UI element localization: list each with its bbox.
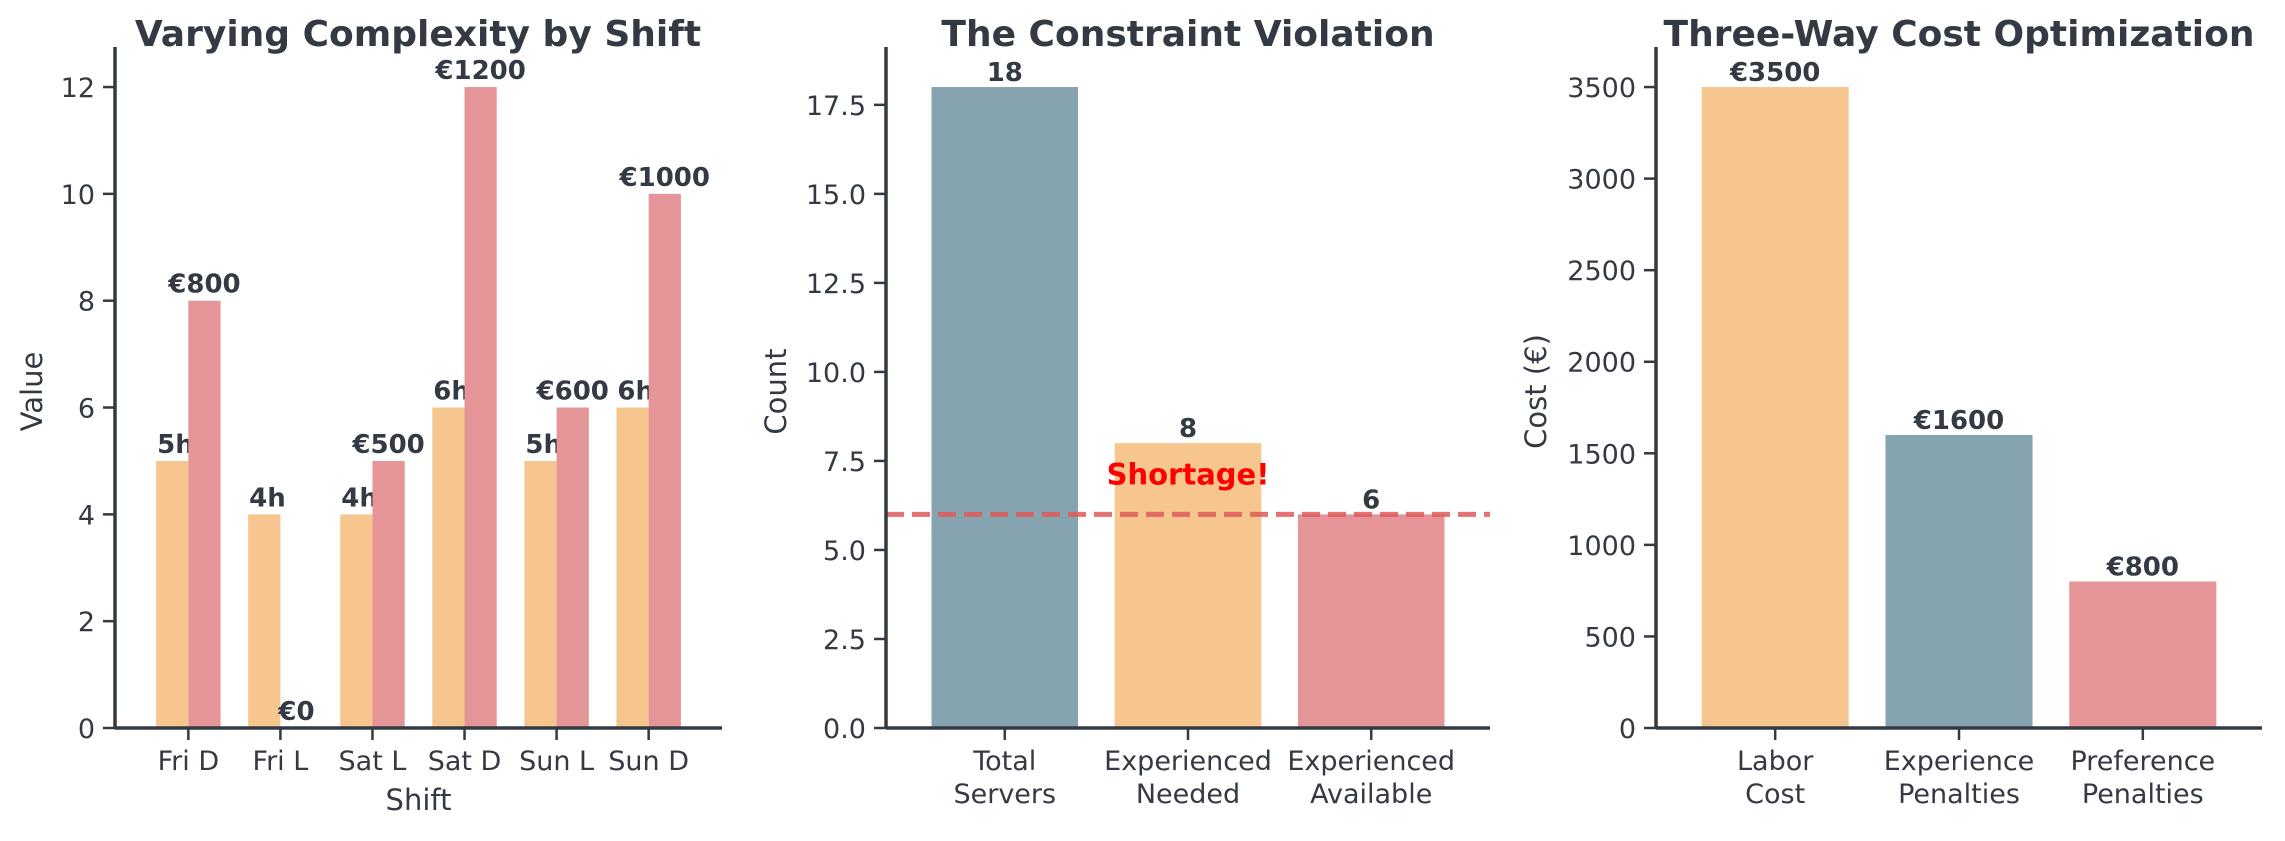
y-tick-label: 6 — [78, 394, 95, 425]
y-tick-label: 10 — [61, 180, 95, 211]
y-tick-label: 2500 — [1567, 256, 1636, 287]
y-tick-label: 12 — [61, 73, 95, 104]
bar-3 — [2069, 581, 2217, 728]
data-label: €800 — [2106, 552, 2179, 582]
data-label: 5h — [525, 430, 562, 460]
x-tick-label: Labor — [1737, 746, 1814, 777]
data-label: 8 — [1179, 414, 1197, 444]
y-tick-label: 17.5 — [806, 91, 866, 122]
y-tick-label: 5.0 — [823, 536, 866, 567]
y-tick-label: 1000 — [1567, 531, 1636, 562]
data-label: €0 — [277, 697, 314, 727]
x-tick-label: Total — [972, 746, 1036, 777]
y-axis-label: Cost (€) — [1519, 334, 1553, 449]
y-tick-label: 1500 — [1567, 439, 1636, 470]
y-tick-label: 3000 — [1567, 165, 1636, 196]
x-tick-label: Experienced — [1104, 746, 1272, 777]
bar-sun-d-series-1 — [616, 407, 649, 728]
data-label: €3500 — [1729, 58, 1820, 88]
data-label: 4h — [341, 483, 378, 513]
data-label: 5h — [157, 430, 194, 460]
bar-3 — [1297, 514, 1445, 728]
x-tick-label: Sun D — [608, 746, 689, 777]
chart-panel-2: The Constraint Violation Count 0.0 2.5 5.0 7.… — [759, 14, 1490, 810]
chart-title: Three-Way Cost Optimization — [1664, 14, 2255, 55]
y-axis-label: Count — [759, 348, 793, 434]
bar-1 — [1701, 87, 1849, 729]
y-tick-label: 2000 — [1567, 348, 1636, 379]
data-label: 6h — [433, 377, 470, 407]
bar-fri-l-series-1 — [248, 514, 281, 728]
y-tick-label: 12.5 — [806, 269, 866, 300]
annotation-shortage: Shortage! — [1107, 458, 1270, 492]
bar-sun-l-series-1 — [524, 460, 557, 728]
data-label: €1200 — [434, 56, 525, 86]
x-tick-label: Fri L — [253, 746, 309, 777]
bar-sat-d-series-2 — [464, 87, 497, 729]
x-tick-label: Available — [1310, 779, 1432, 810]
x-tick-label: Sun L — [519, 746, 594, 777]
bar-2 — [1885, 434, 2033, 728]
y-tick-label: 10.0 — [806, 358, 866, 389]
chart-panel-3: Three-Way Cost Optimization Cost (€) 0 500 1… — [1519, 14, 2262, 810]
data-label: 18 — [987, 58, 1023, 88]
x-tick-label: Sat L — [339, 746, 407, 777]
bar-1 — [931, 87, 1079, 729]
x-tick-label: Needed — [1136, 779, 1240, 810]
y-tick-label: 15.0 — [806, 180, 866, 211]
y-axis-label: Value — [15, 352, 49, 432]
chart-title: Varying Complexity by Shift — [135, 14, 701, 55]
data-label: €1000 — [619, 163, 710, 193]
x-tick-label: Penalties — [1898, 779, 2020, 810]
x-tick-label: Experienced — [1287, 746, 1455, 777]
y-tick-label: 2 — [78, 607, 95, 638]
x-tick-label: Preference — [2070, 746, 2215, 777]
data-label: 6h — [617, 377, 654, 407]
y-tick-label: 7.5 — [823, 447, 866, 478]
x-tick-label: Penalties — [2082, 779, 2204, 810]
y-tick-label: 8 — [78, 287, 95, 318]
x-tick-label: Cost — [1745, 779, 1805, 810]
bar-sat-l-series-2 — [372, 460, 405, 728]
bar-fri-d-series-1 — [156, 460, 189, 728]
data-label: €600 — [536, 377, 609, 407]
x-tick-label: Sat D — [428, 746, 502, 777]
data-label: 4h — [249, 483, 286, 513]
y-tick-label: 2.5 — [823, 625, 866, 656]
bar-fri-d-series-2 — [188, 300, 221, 728]
y-tick-label: 500 — [1584, 622, 1636, 653]
chart-title: The Constraint Violation — [941, 14, 1434, 55]
data-label: 6 — [1362, 485, 1380, 515]
y-tick-label: 0 — [78, 714, 95, 745]
y-tick-label: 0.0 — [823, 714, 866, 745]
chart-panel-1: Varying Complexity by Shift Value Shift 0 2 4… — [15, 14, 722, 817]
bar-sat-d-series-1 — [432, 407, 465, 728]
y-tick-label: 3500 — [1567, 73, 1636, 104]
data-label: €1600 — [1913, 406, 2004, 436]
bar-sun-d-series-2 — [648, 193, 681, 728]
data-label: €500 — [351, 430, 424, 460]
x-tick-label: Servers — [953, 779, 1056, 810]
bar-2 — [1114, 443, 1262, 728]
y-tick-label: 0 — [1619, 714, 1636, 745]
data-label: €800 — [167, 270, 240, 300]
x-tick-label: Experience — [1884, 746, 2035, 777]
x-axis-label: Shift — [386, 783, 452, 817]
x-tick-label: Fri D — [158, 746, 220, 777]
bar-sun-l-series-2 — [556, 407, 589, 728]
y-tick-label: 4 — [78, 500, 95, 531]
bar-sat-l-series-1 — [340, 514, 373, 728]
